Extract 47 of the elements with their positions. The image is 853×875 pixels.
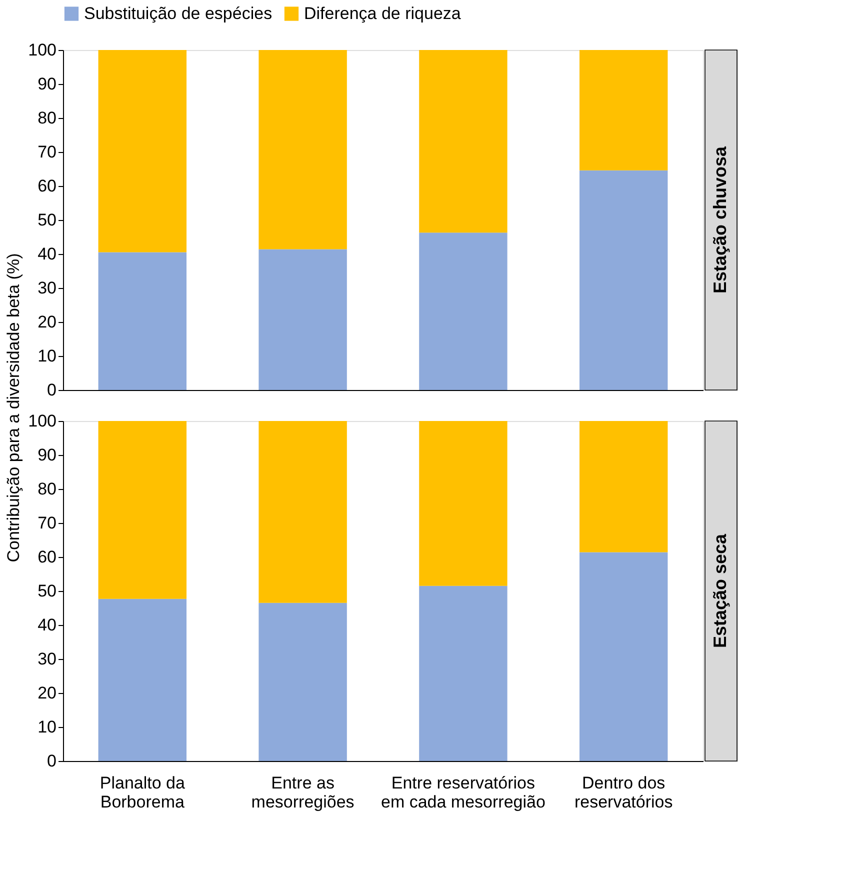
y-tick-label: 0: [47, 752, 56, 770]
y-tick-label: 70: [38, 514, 56, 532]
y-tick-label: 100: [28, 40, 56, 60]
bar: [98, 421, 187, 599]
y-tick-label: 60: [38, 548, 56, 566]
y-tick-label: 40: [38, 616, 56, 634]
y-tick-label: 90: [38, 74, 56, 94]
legend-label: Substituição de espécies: [84, 4, 272, 23]
bar: [98, 252, 187, 390]
y-tick-label: 80: [38, 480, 56, 498]
x-tick-label: Planalto da Borborema: [100, 774, 186, 812]
bar: [258, 421, 347, 603]
bar: [419, 232, 508, 390]
y-tick-label: 60: [38, 176, 56, 196]
bar: [579, 50, 668, 170]
y-tick-label: 0: [47, 380, 56, 400]
y-tick-label: 80: [38, 108, 56, 128]
bar: [98, 50, 187, 252]
bar: [579, 421, 668, 552]
bar: [579, 552, 668, 761]
bar: [579, 170, 668, 390]
y-tick-label: 30: [38, 278, 56, 298]
y-tick-label: 10: [38, 346, 56, 366]
bar: [98, 598, 187, 761]
legend-label: Diferença de riqueza: [304, 4, 462, 23]
bar: [419, 421, 508, 586]
bar: [419, 50, 508, 233]
bar: [419, 586, 508, 761]
text: Estação chuvosa: [710, 145, 730, 294]
y-tick-label: 50: [38, 210, 56, 230]
y-tick-label: 30: [38, 650, 56, 668]
y-axis-title: Contribuição para a diversidade beta (%): [4, 253, 24, 562]
text: Estação seca: [710, 532, 730, 648]
x-tick-label: Entre as mesorregiões: [251, 774, 354, 812]
bar: [258, 602, 347, 761]
y-tick-label: 70: [38, 142, 56, 162]
y-tick-label: 100: [28, 412, 56, 430]
y-tick-label: 50: [38, 582, 56, 600]
y-tick-label: 40: [38, 244, 56, 264]
y-tick-label: 20: [38, 684, 56, 702]
bar: [258, 249, 347, 390]
y-tick-label: 10: [38, 718, 56, 736]
y-tick-label: 90: [38, 446, 56, 464]
bar: [258, 50, 347, 250]
y-tick-label: 20: [38, 312, 56, 332]
x-tick-label: Entre reservatórios em cada mesorregião: [380, 774, 546, 812]
x-tick-label: Dentro dos reservatórios: [574, 774, 673, 812]
